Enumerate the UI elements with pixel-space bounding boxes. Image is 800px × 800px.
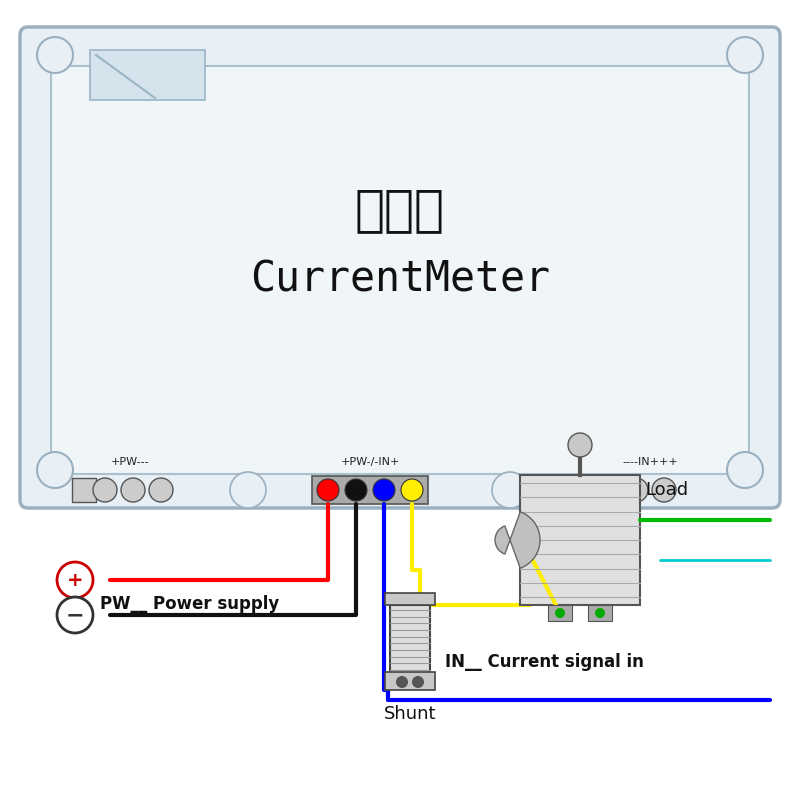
Text: 电流表: 电流表 bbox=[355, 186, 445, 234]
Bar bbox=[588, 605, 612, 621]
Text: +: + bbox=[66, 570, 83, 590]
Bar bbox=[385, 593, 435, 605]
Text: Shunt: Shunt bbox=[384, 705, 436, 723]
Circle shape bbox=[37, 452, 73, 488]
Bar bbox=[390, 605, 430, 675]
Circle shape bbox=[230, 472, 266, 508]
Text: +PW---: +PW--- bbox=[110, 457, 150, 467]
Bar bbox=[312, 476, 428, 504]
Circle shape bbox=[412, 676, 424, 688]
Wedge shape bbox=[495, 526, 510, 554]
Bar bbox=[520, 475, 640, 605]
Bar bbox=[548, 605, 572, 621]
Text: −: − bbox=[66, 605, 84, 625]
Circle shape bbox=[401, 479, 423, 501]
Text: Load: Load bbox=[645, 481, 688, 499]
Circle shape bbox=[373, 479, 395, 501]
Circle shape bbox=[727, 37, 763, 73]
Circle shape bbox=[37, 37, 73, 73]
Bar bbox=[90, 50, 205, 100]
Text: CurrentMeter: CurrentMeter bbox=[250, 259, 550, 301]
Circle shape bbox=[57, 562, 93, 598]
Circle shape bbox=[345, 479, 367, 501]
Circle shape bbox=[93, 478, 117, 502]
Circle shape bbox=[555, 608, 565, 618]
Circle shape bbox=[727, 452, 763, 488]
Wedge shape bbox=[510, 512, 540, 568]
Text: PW__ Power supply: PW__ Power supply bbox=[100, 595, 279, 613]
Bar bbox=[602, 478, 626, 502]
Circle shape bbox=[595, 608, 605, 618]
FancyBboxPatch shape bbox=[51, 66, 749, 474]
Circle shape bbox=[121, 478, 145, 502]
Bar bbox=[385, 672, 435, 690]
Circle shape bbox=[317, 479, 339, 501]
Text: +PW-/-IN+: +PW-/-IN+ bbox=[340, 457, 400, 467]
Circle shape bbox=[568, 433, 592, 457]
Text: ----IN+++: ----IN+++ bbox=[622, 457, 678, 467]
Circle shape bbox=[624, 478, 648, 502]
Text: IN__ Current signal in: IN__ Current signal in bbox=[445, 653, 644, 671]
Circle shape bbox=[492, 472, 528, 508]
Circle shape bbox=[149, 478, 173, 502]
FancyBboxPatch shape bbox=[20, 27, 780, 508]
Circle shape bbox=[652, 478, 676, 502]
Circle shape bbox=[57, 597, 93, 633]
Bar bbox=[72, 478, 96, 502]
Circle shape bbox=[396, 676, 408, 688]
